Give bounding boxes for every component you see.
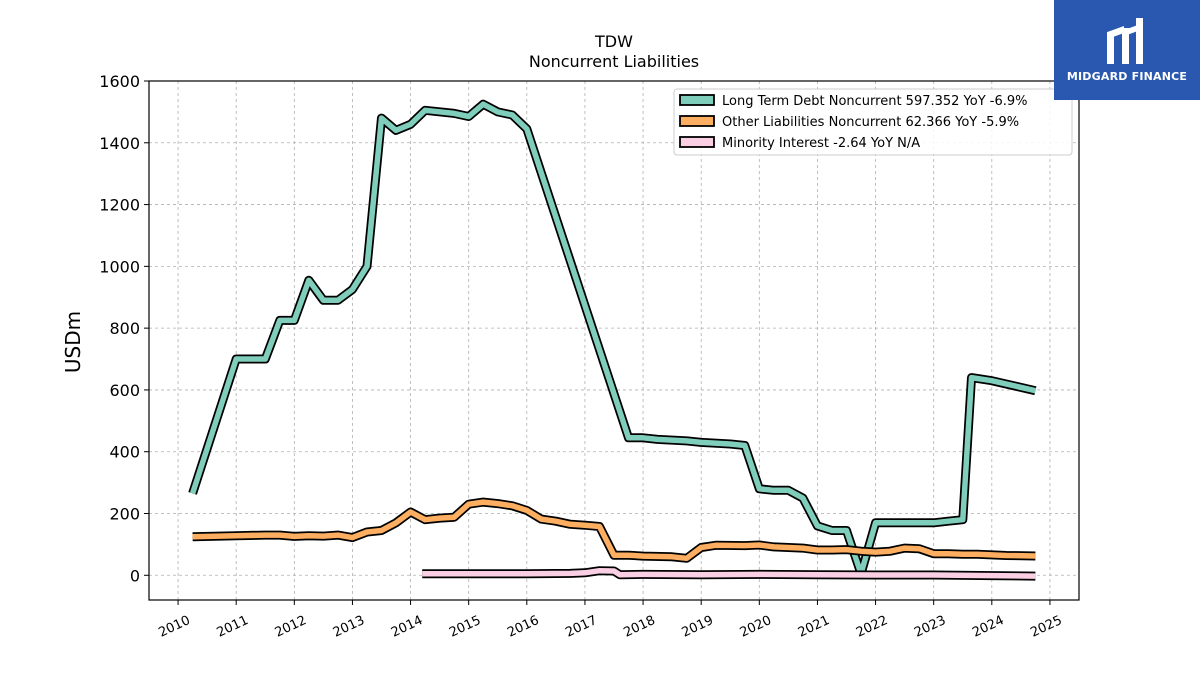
legend-swatch <box>679 94 715 106</box>
x-tick-label: 2020 <box>738 613 774 641</box>
plot-frame <box>148 80 1080 601</box>
x-tick-label: 2022 <box>854 613 890 641</box>
logo-text: MIDGARD FINANCE <box>1066 70 1188 83</box>
legend-entry: Other Liabilities Noncurrent 62.366 YoY … <box>722 115 1019 130</box>
x-tick-label: 2011 <box>215 613 251 641</box>
x-tick-label: 2012 <box>273 613 309 641</box>
x-tick-label: 2021 <box>796 613 832 641</box>
x-tick-label: 2018 <box>621 613 657 641</box>
y-tick-label: 1600 <box>99 72 140 91</box>
chart-title: TDW <box>594 32 633 51</box>
x-tick-label: 2016 <box>505 613 541 641</box>
y-tick-label: 800 <box>109 319 140 338</box>
legend-entry: Long Term Debt Noncurrent 597.352 YoY -6… <box>722 94 1028 109</box>
series-line <box>189 101 1037 577</box>
x-tick-label: 2025 <box>1028 613 1064 641</box>
y-axis-label: USDm <box>61 311 85 373</box>
y-tick-label: 200 <box>109 505 140 524</box>
legend-box <box>673 88 1073 156</box>
chart-subtitle: Noncurrent Liabilities <box>529 52 699 71</box>
y-tick-label: 600 <box>109 381 140 400</box>
series-line <box>422 567 1036 579</box>
series-layer <box>188 99 1037 581</box>
legend-swatch <box>679 115 715 127</box>
logo-mark-icon <box>1107 18 1143 64</box>
x-tick-label: 2013 <box>331 613 367 641</box>
x-tick-label: 2023 <box>912 613 948 641</box>
y-tick-label: 1000 <box>99 257 140 276</box>
series-line <box>192 499 1036 562</box>
y-tick-label: 1200 <box>99 196 140 215</box>
x-tick-label: 2010 <box>156 613 192 641</box>
legend-entry: Minority Interest -2.64 YoY N/A <box>722 136 920 151</box>
y-tick-label: 1400 <box>99 134 140 153</box>
x-tick-label: 2017 <box>563 613 599 641</box>
series-line-outline <box>188 99 1037 579</box>
x-tick-label: 2014 <box>389 613 425 641</box>
y-axis-ticks: 0 200 400 600 800 1000 1200 1400 1600 <box>99 72 149 585</box>
x-tick-label: 2019 <box>680 613 716 641</box>
y-tick-label: 400 <box>109 443 140 462</box>
x-tick-label: 2024 <box>970 613 1006 641</box>
legend: Long Term Debt Noncurrent 597.352 YoY -6… <box>673 88 1073 156</box>
x-axis-ticks: 2010 2011 2012 2013 2014 2015 2016 2017 2018 2019… <box>156 600 1065 641</box>
legend-swatch <box>679 136 715 148</box>
x-tick-label: 2015 <box>447 613 483 641</box>
y-tick-label: 0 <box>130 566 140 585</box>
logo: MIDGARD FINANCE <box>1054 0 1200 100</box>
